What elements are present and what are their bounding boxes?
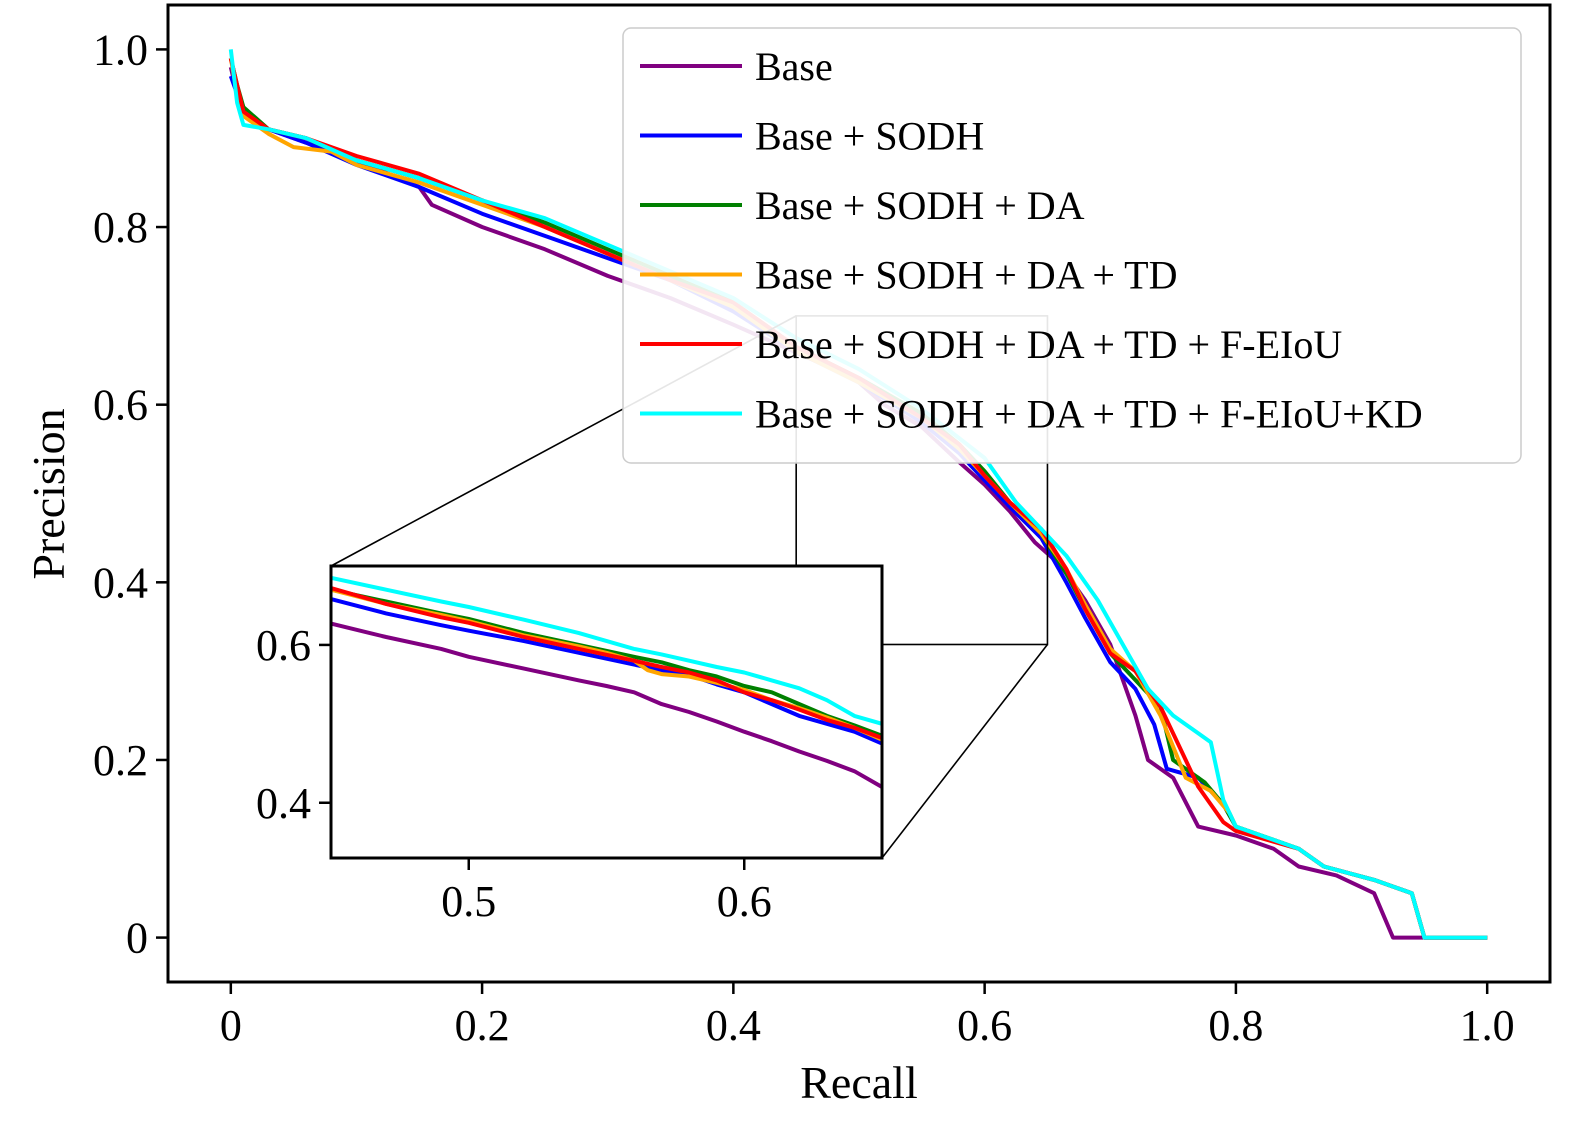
x-axis-title: Recall: [800, 1057, 918, 1108]
legend-label-base-sodh-da-td-f-eiou-kd: Base + SODH + DA + TD + F-EIoU+KD: [755, 392, 1423, 437]
y-tick-label: 0.8: [93, 203, 148, 252]
inset-series-line-base-sodh: [330, 597, 883, 746]
x-tick-label: 0.2: [455, 1001, 510, 1050]
x-tick-label: 1.0: [1460, 1001, 1515, 1050]
inset-x-tick-label: 0.6: [717, 877, 772, 926]
zoom-inset: 0.5 0.6 0.4 0.6: [256, 564, 884, 926]
inset-frame: [329, 564, 884, 860]
legend-label-base-sodh: Base + SODH: [755, 114, 984, 159]
inset-axis-ticks: 0.5 0.6 0.4 0.6: [256, 621, 772, 926]
inset-y-tick-label: 0.4: [256, 779, 311, 828]
x-tick-label: 0.8: [1208, 1001, 1263, 1050]
legend-label-base-sodh-da-td: Base + SODH + DA + TD: [755, 253, 1178, 298]
inset-x-tick-label: 0.5: [441, 877, 496, 926]
legend: Base Base + SODH Base + SODH + DA Base + SO…: [622, 27, 1522, 464]
series-line-base-sodh-da-td-f-eiou-kd: [228, 49, 1488, 940]
x-tick-label: 0.4: [706, 1001, 761, 1050]
series-line-base-sodh-da-td-f-eiou: [228, 57, 1488, 940]
y-tick-label: 0: [126, 914, 148, 963]
y-axis-title: Precision: [23, 408, 74, 579]
inset-series-line-base-sodh-da-td-f-eiou-kd: [330, 575, 883, 726]
legend-box: [622, 27, 1522, 464]
inset-lines: [330, 575, 883, 789]
y-tick-label: 0.2: [93, 736, 148, 785]
y-tick-label: 0.6: [93, 381, 148, 430]
inset-series-line-base: [330, 621, 883, 789]
y-tick-label: 0.4: [93, 558, 148, 607]
y-tick-label: 1.0: [93, 25, 148, 74]
inset-y-tick-label: 0.6: [256, 621, 311, 670]
zoom-connector-line: [881, 644, 1049, 859]
legend-label-base-sodh-da: Base + SODH + DA: [755, 183, 1085, 228]
inset-series-line-base-sodh-da-td-f-eiou: [330, 586, 883, 740]
x-tick-label: 0: [220, 1001, 242, 1050]
legend-label-base: Base: [755, 44, 833, 89]
main-plot-lines: [228, 49, 1488, 940]
main-axis-ticks: 0 0.2 0.4 0.6 0.8 1.0 0 0.2 0.4 0.6 0.8 1.0: [93, 25, 1515, 1050]
legend-label-base-sodh-da-td-f-eiou: Base + SODH + DA + TD + F-EIoU: [755, 322, 1342, 367]
x-tick-label: 0.6: [957, 1001, 1012, 1050]
main-plot-frame: [166, 3, 1552, 984]
